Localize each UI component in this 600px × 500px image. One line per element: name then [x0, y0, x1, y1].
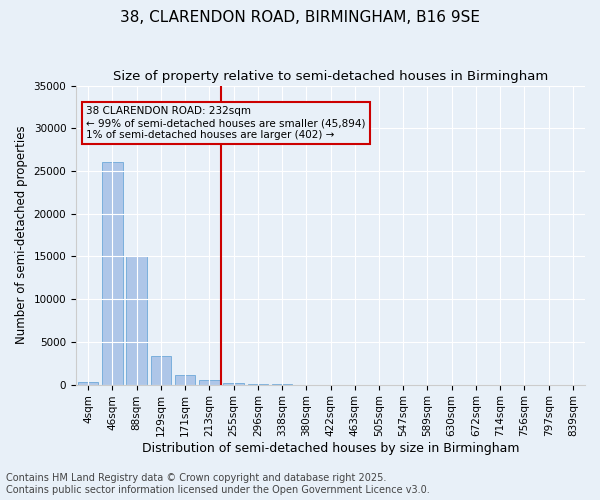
Y-axis label: Number of semi-detached properties: Number of semi-detached properties [15, 126, 28, 344]
Bar [223, 383, 244, 384]
Title: Size of property relative to semi-detached houses in Birmingham: Size of property relative to semi-detach… [113, 70, 548, 83]
Text: 38 CLARENDON ROAD: 232sqm
← 99% of semi-detached houses are smaller (45,894)
1% : 38 CLARENDON ROAD: 232sqm ← 99% of semi-… [86, 106, 366, 140]
Bar [199, 380, 220, 384]
Text: 38, CLARENDON ROAD, BIRMINGHAM, B16 9SE: 38, CLARENDON ROAD, BIRMINGHAM, B16 9SE [120, 10, 480, 25]
Bar [102, 162, 122, 384]
Text: Contains HM Land Registry data © Crown copyright and database right 2025.
Contai: Contains HM Land Registry data © Crown c… [6, 474, 430, 495]
Bar [78, 382, 98, 384]
Bar [175, 375, 196, 384]
Bar [151, 356, 171, 384]
Bar [127, 256, 147, 384]
X-axis label: Distribution of semi-detached houses by size in Birmingham: Distribution of semi-detached houses by … [142, 442, 519, 455]
